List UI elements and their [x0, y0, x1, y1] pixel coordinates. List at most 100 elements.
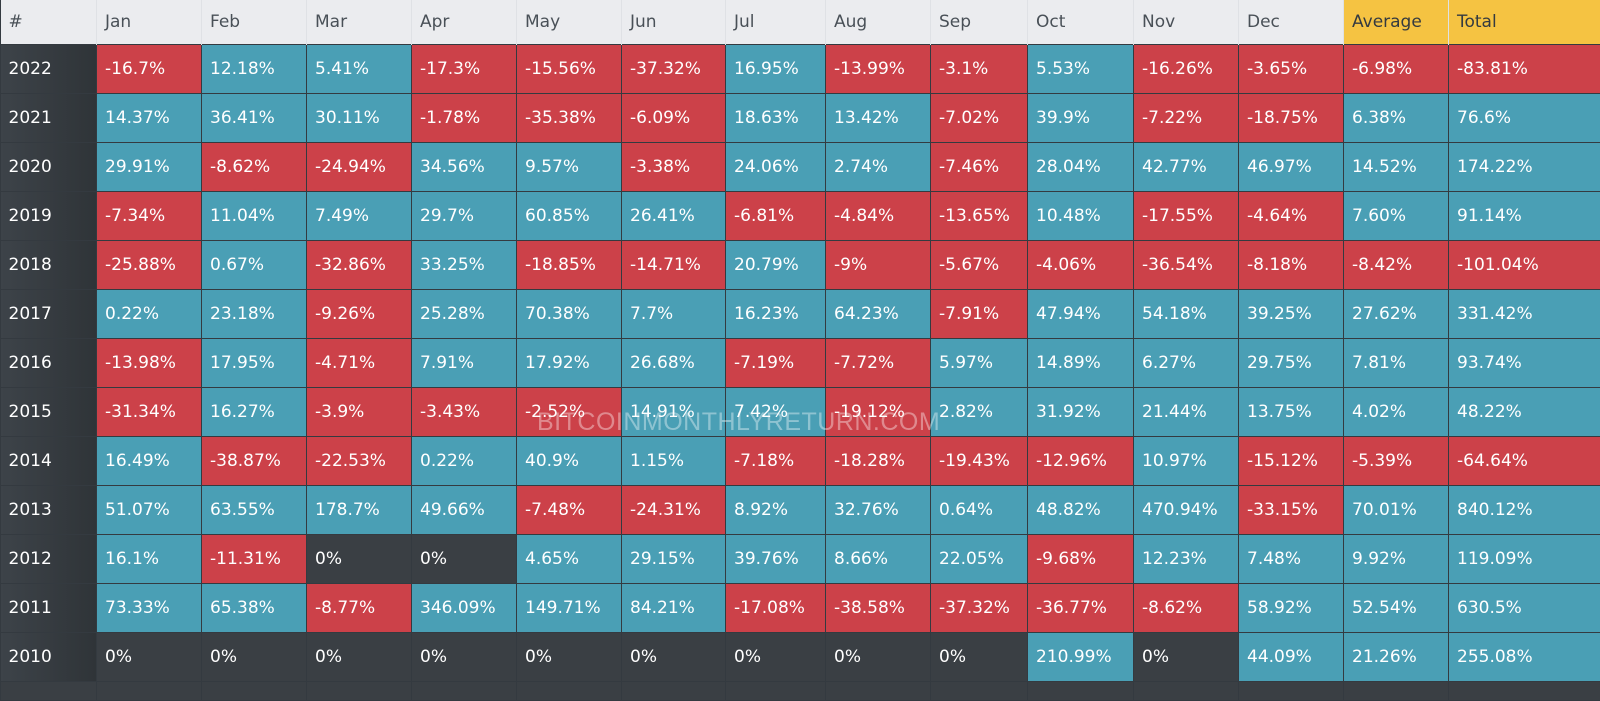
return-cell: 39.9%: [1028, 94, 1134, 143]
average-cell: 14.52%: [1344, 143, 1449, 192]
column-header-jun[interactable]: Jun: [622, 0, 726, 45]
return-cell: 64.23%: [826, 290, 931, 339]
return-cell: 23.18%: [202, 290, 307, 339]
return-cell: -36.54%: [1134, 241, 1239, 290]
return-cell: 32.76%: [826, 486, 931, 535]
return-cell: 33.25%: [412, 241, 517, 290]
return-cell: -8.62%: [1134, 584, 1239, 633]
column-header-average[interactable]: Average: [1344, 0, 1449, 45]
return-cell: 0%: [622, 633, 726, 682]
return-cell: 30.11%: [307, 94, 412, 143]
return-cell: 29.7%: [412, 192, 517, 241]
return-cell: 8.66%: [826, 535, 931, 584]
column-header-year[interactable]: #: [1, 0, 97, 45]
return-cell: -18.75%: [1239, 94, 1344, 143]
average-cell: 7.60%: [1344, 192, 1449, 241]
return-cell: -7.48%: [517, 486, 622, 535]
return-cell: 0%: [202, 633, 307, 682]
return-cell: 51.07%: [97, 486, 202, 535]
return-cell: 39.76%: [726, 535, 826, 584]
average-cell: 70.01%: [1344, 486, 1449, 535]
year-cell: 2012: [1, 535, 97, 584]
return-cell: -13.98%: [97, 339, 202, 388]
return-cell: 5.97%: [931, 339, 1028, 388]
column-header-dec[interactable]: Dec: [1239, 0, 1344, 45]
column-header-aug[interactable]: Aug: [826, 0, 931, 45]
return-cell: -4.64%: [1239, 192, 1344, 241]
return-cell: -4.84%: [826, 192, 931, 241]
column-header-sep[interactable]: Sep: [931, 0, 1028, 45]
return-cell: 210.99%: [1028, 633, 1134, 682]
return-cell: 10.97%: [1134, 437, 1239, 486]
return-cell: 5.41%: [307, 45, 412, 94]
return-cell: 4.65%: [517, 535, 622, 584]
return-cell: 178.7%: [307, 486, 412, 535]
return-cell: 70.38%: [517, 290, 622, 339]
total-cell: 630.5%: [1449, 584, 1600, 633]
return-cell: 12.18%: [202, 45, 307, 94]
table-row: 2018-25.88%0.67%-32.86%33.25%-18.85%-14.…: [1, 241, 1600, 290]
return-cell: -5.67%: [931, 241, 1028, 290]
return-cell: 14.89%: [1028, 339, 1134, 388]
return-cell: -11.31%: [202, 535, 307, 584]
return-cell: 8.92%: [726, 486, 826, 535]
column-header-apr[interactable]: Apr: [412, 0, 517, 45]
return-cell: 7.48%: [1239, 535, 1344, 584]
return-cell: 28.04%: [1028, 143, 1134, 192]
return-cell: 5.53%: [1028, 45, 1134, 94]
return-cell: -38.87%: [202, 437, 307, 486]
return-cell: 16.1%: [97, 535, 202, 584]
table-row-partial: [1, 682, 1600, 701]
total-cell: -83.81%: [1449, 45, 1600, 94]
total-cell: 93.74%: [1449, 339, 1600, 388]
return-cell: 0.67%: [202, 241, 307, 290]
return-cell: -7.18%: [726, 437, 826, 486]
table-row: 2016-13.98%17.95%-4.71%7.91%17.92%26.68%…: [1, 339, 1600, 388]
column-header-total[interactable]: Total: [1449, 0, 1600, 45]
column-header-jan[interactable]: Jan: [97, 0, 202, 45]
return-cell: 0%: [931, 633, 1028, 682]
total-cell: 255.08%: [1449, 633, 1600, 682]
average-cell: 52.54%: [1344, 584, 1449, 633]
column-header-jul[interactable]: Jul: [726, 0, 826, 45]
return-cell: -2.52%: [517, 388, 622, 437]
year-cell: 2022: [1, 45, 97, 94]
column-header-may[interactable]: May: [517, 0, 622, 45]
return-cell: -37.32%: [622, 45, 726, 94]
column-header-feb[interactable]: Feb: [202, 0, 307, 45]
column-header-oct[interactable]: Oct: [1028, 0, 1134, 45]
average-cell: 27.62%: [1344, 290, 1449, 339]
return-cell: -17.3%: [412, 45, 517, 94]
total-cell: 119.09%: [1449, 535, 1600, 584]
year-cell: 2016: [1, 339, 97, 388]
year-cell: 2019: [1, 192, 97, 241]
return-cell: 46.97%: [1239, 143, 1344, 192]
empty-cell: [1134, 682, 1239, 701]
return-cell: 39.25%: [1239, 290, 1344, 339]
year-cell: 2018: [1, 241, 97, 290]
return-cell: -7.34%: [97, 192, 202, 241]
return-cell: 0.64%: [931, 486, 1028, 535]
return-cell: -16.26%: [1134, 45, 1239, 94]
return-cell: 11.04%: [202, 192, 307, 241]
return-cell: -4.71%: [307, 339, 412, 388]
average-cell: 7.81%: [1344, 339, 1449, 388]
column-header-mar[interactable]: Mar: [307, 0, 412, 45]
empty-cell: [1344, 682, 1449, 701]
return-cell: 17.92%: [517, 339, 622, 388]
return-cell: 73.33%: [97, 584, 202, 633]
return-cell: 16.95%: [726, 45, 826, 94]
return-cell: 9.57%: [517, 143, 622, 192]
year-cell: 2014: [1, 437, 97, 486]
column-header-nov[interactable]: Nov: [1134, 0, 1239, 45]
return-cell: -3.1%: [931, 45, 1028, 94]
empty-cell: [1028, 682, 1134, 701]
return-cell: -7.72%: [826, 339, 931, 388]
return-cell: 7.42%: [726, 388, 826, 437]
return-cell: 470.94%: [1134, 486, 1239, 535]
return-cell: -6.09%: [622, 94, 726, 143]
total-cell: 840.12%: [1449, 486, 1600, 535]
